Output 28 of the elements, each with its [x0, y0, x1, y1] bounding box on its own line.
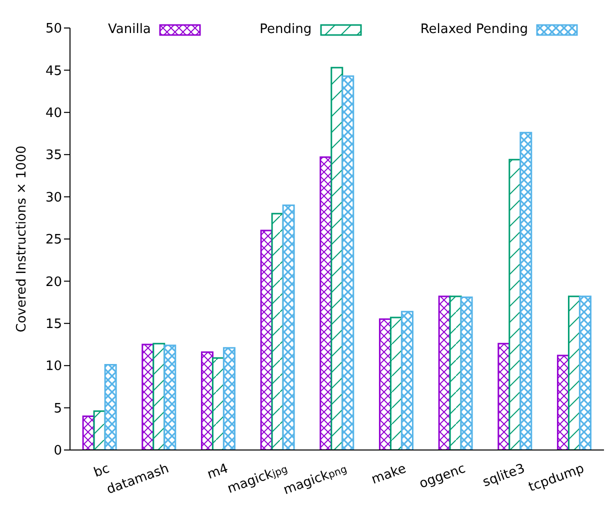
y-tick-label: 50	[45, 22, 62, 37]
legend-label: Vanilla	[108, 22, 151, 37]
bar	[282, 204, 295, 450]
bar	[104, 364, 117, 450]
bar	[222, 347, 236, 450]
bar	[400, 310, 414, 450]
y-tick-label: 30	[45, 190, 62, 206]
y-tick-label: 20	[45, 274, 62, 290]
legend-label: Pending	[260, 22, 312, 37]
y-tick-label: 5	[54, 401, 62, 416]
y-tick-label: 10	[45, 359, 62, 374]
x-tick-label: oggenc	[417, 461, 468, 492]
bar	[578, 296, 592, 450]
bar	[342, 75, 354, 450]
legend-label: Relaxed Pending	[420, 22, 528, 37]
x-tick-label: make	[370, 461, 408, 488]
bar	[460, 296, 473, 450]
bar	[164, 344, 176, 450]
x-tick-label: bc	[92, 461, 112, 481]
y-tick-label: 45	[45, 64, 62, 79]
y-axis-title: Covered Instructions × 1000	[14, 146, 30, 332]
y-tick-label: 0	[54, 444, 62, 459]
bar	[520, 132, 532, 450]
y-tick-label: 35	[45, 148, 62, 164]
y-tick-label: 40	[45, 106, 62, 122]
y-tick-label: 25	[45, 232, 62, 248]
y-tick-label: 15	[45, 317, 62, 332]
x-tick-label: m4	[205, 461, 230, 482]
